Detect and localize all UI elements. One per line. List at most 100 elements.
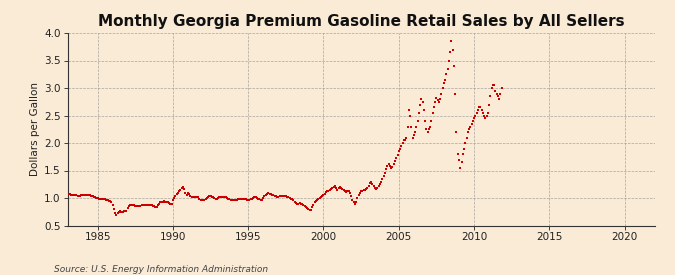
Point [196, 197, 207, 202]
Point [267, 192, 277, 197]
Point [481, 113, 492, 118]
Point [141, 203, 152, 207]
Point [219, 195, 230, 200]
Point [454, 157, 464, 162]
Point [290, 201, 301, 205]
Point [243, 198, 254, 202]
Point [264, 191, 275, 196]
Point [389, 158, 400, 163]
Point [458, 152, 468, 156]
Point [426, 119, 437, 123]
Point [417, 100, 428, 104]
Point [105, 199, 115, 204]
Point [106, 200, 117, 204]
Point [309, 200, 320, 205]
Point [182, 193, 192, 197]
Point [78, 192, 89, 197]
Point [493, 97, 504, 101]
Point [209, 196, 219, 200]
Point [490, 89, 501, 93]
Point [191, 195, 202, 199]
Point [109, 207, 119, 211]
Point [159, 199, 169, 204]
Point [265, 192, 276, 196]
Point [392, 153, 403, 157]
Point [194, 196, 205, 201]
Point [382, 164, 393, 168]
Point [279, 194, 290, 198]
Point [236, 196, 246, 201]
Point [223, 196, 234, 201]
Point [92, 196, 103, 200]
Point [493, 94, 504, 98]
Point [63, 192, 74, 196]
Point [249, 195, 260, 200]
Point [446, 39, 457, 43]
Point [70, 193, 80, 197]
Point [383, 162, 394, 166]
Point [86, 194, 97, 198]
Point [239, 196, 250, 201]
Point [188, 195, 198, 200]
Point [449, 64, 460, 68]
Point [293, 201, 304, 206]
Point [369, 186, 380, 190]
Point [378, 174, 389, 178]
Point [289, 200, 300, 204]
Point [397, 141, 408, 145]
Point [435, 97, 446, 101]
Point [182, 190, 193, 195]
Point [113, 210, 124, 214]
Point [346, 194, 356, 199]
Point [369, 184, 379, 188]
Point [202, 195, 213, 199]
Point [142, 203, 153, 207]
Point [436, 91, 447, 96]
Point [132, 204, 143, 208]
Point [119, 209, 130, 213]
Point [489, 83, 500, 87]
Point [135, 204, 146, 208]
Point [381, 167, 392, 172]
Point [379, 171, 390, 175]
Point [487, 83, 498, 87]
Point [248, 196, 259, 200]
Point [200, 197, 211, 201]
Point [432, 98, 443, 102]
Point [317, 194, 327, 199]
Point [475, 105, 486, 109]
Point [229, 198, 240, 202]
Point [185, 194, 196, 198]
Point [327, 185, 338, 190]
Point [477, 111, 488, 115]
Point [128, 203, 138, 207]
Point [322, 189, 333, 194]
Point [431, 96, 442, 100]
Point [304, 208, 315, 212]
Point [410, 130, 421, 134]
Point [273, 195, 284, 199]
Point [329, 184, 340, 189]
Point [102, 198, 113, 202]
Point [84, 193, 95, 197]
Point [262, 191, 273, 196]
Point [138, 203, 149, 207]
Point [99, 196, 109, 201]
Point [284, 196, 295, 200]
Point [166, 201, 177, 206]
Point [163, 200, 173, 205]
Point [445, 50, 456, 54]
Point [217, 195, 227, 200]
Point [496, 86, 507, 90]
Point [190, 195, 201, 199]
Point [178, 185, 188, 189]
Point [404, 113, 415, 118]
Point [136, 203, 147, 207]
Point [253, 196, 264, 201]
Point [325, 186, 336, 191]
Point [234, 196, 245, 201]
Point [455, 166, 466, 170]
Point [186, 195, 197, 199]
Point [214, 195, 225, 200]
Point [468, 116, 479, 120]
